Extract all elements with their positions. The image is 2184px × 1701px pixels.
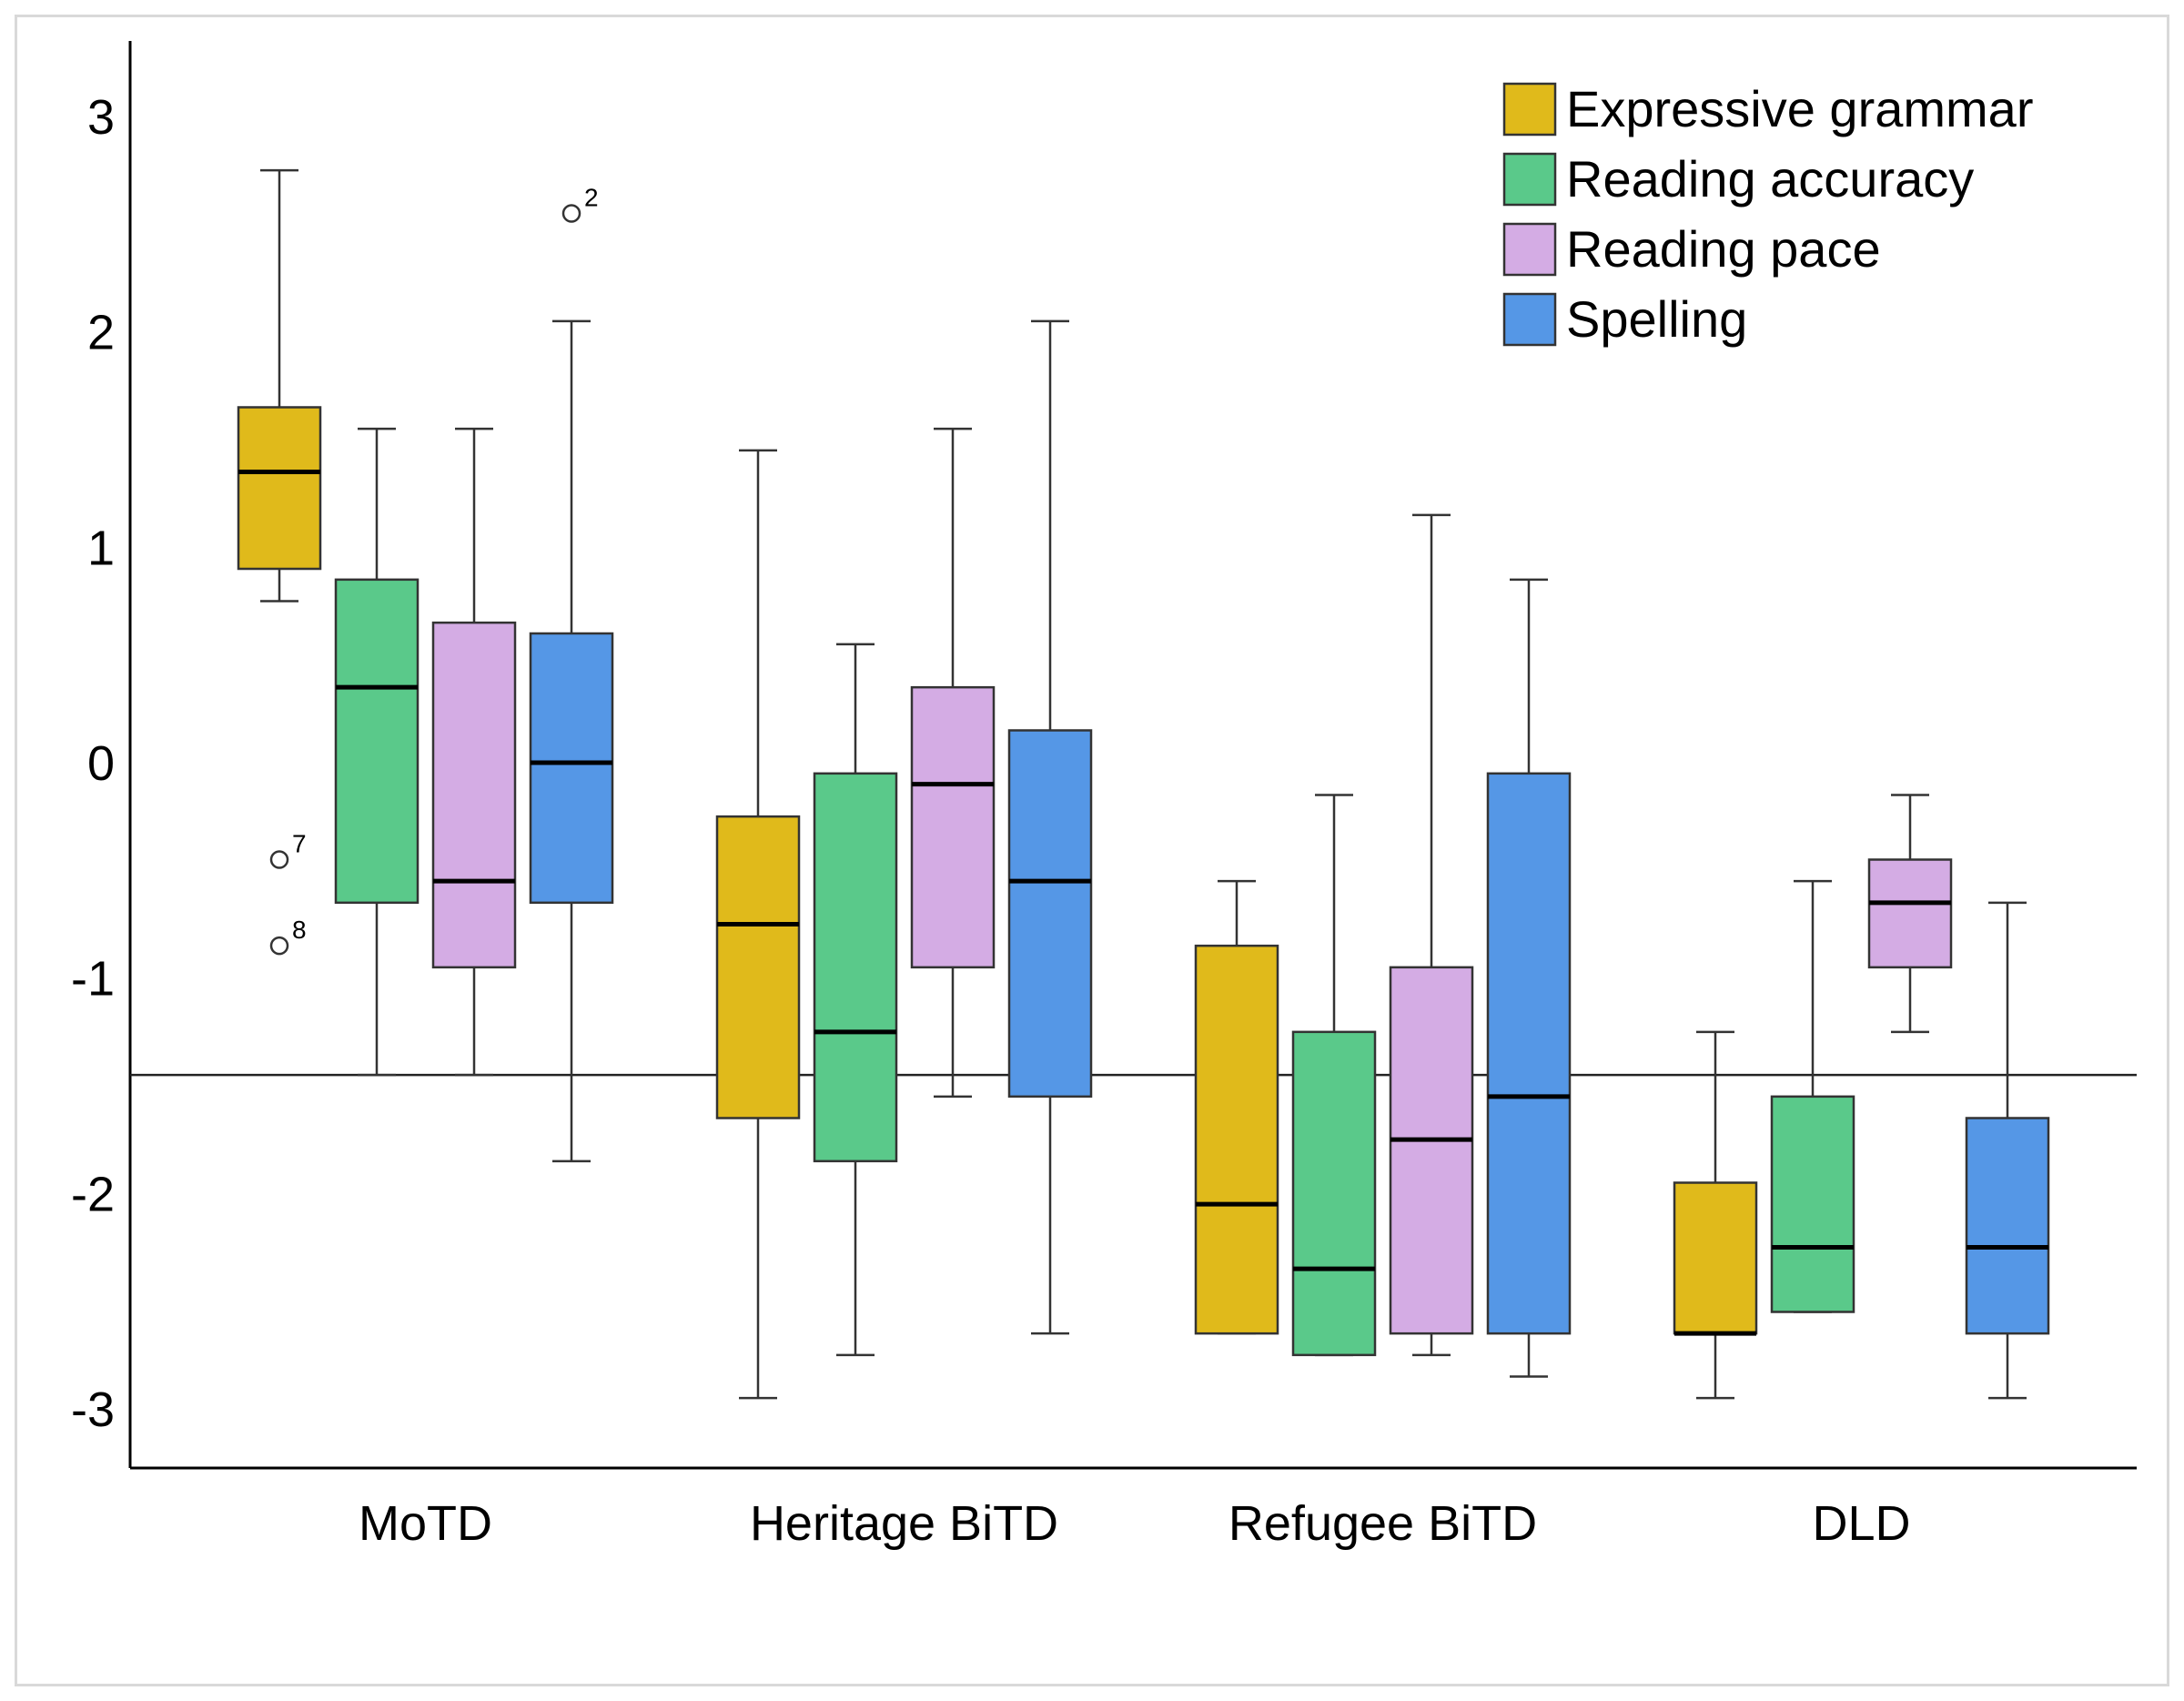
legend-label: Reading accuracy bbox=[1566, 150, 1974, 208]
outlier-label-expressive-grammar-motd: 7 bbox=[292, 830, 307, 858]
box-spelling-motd bbox=[529, 632, 614, 905]
legend-label: Reading pace bbox=[1566, 220, 1881, 278]
box-reading-accuracy-motd bbox=[334, 578, 420, 905]
outlier-spelling-motd bbox=[561, 204, 581, 223]
box-reading-accuracy-refugee-bitd bbox=[1291, 1030, 1377, 1357]
outlier-label-expressive-grammar-motd: 8 bbox=[292, 916, 307, 944]
box-spelling-heritage-bitd bbox=[1007, 729, 1093, 1099]
category-label: MoTD bbox=[359, 1496, 492, 1551]
y-tick-label: 1 bbox=[87, 521, 115, 575]
category-label: Heritage BiTD bbox=[750, 1496, 1058, 1551]
box-expressive-grammar-refugee-bitd bbox=[1194, 944, 1279, 1335]
legend-label: Spelling bbox=[1566, 290, 1747, 348]
box-reading-accuracy-dld bbox=[1770, 1095, 1855, 1313]
y-tick-label: -3 bbox=[71, 1382, 115, 1437]
y-tick-label: -2 bbox=[71, 1167, 115, 1221]
box-reading-pace-motd bbox=[431, 621, 517, 969]
legend-swatch bbox=[1502, 82, 1557, 137]
legend-swatch bbox=[1502, 292, 1557, 347]
box-reading-pace-heritage-bitd bbox=[910, 685, 996, 969]
legend-swatch bbox=[1502, 222, 1557, 277]
box-expressive-grammar-dld bbox=[1673, 1181, 1758, 1335]
outlier-expressive-grammar-motd bbox=[269, 936, 289, 956]
box-spelling-dld bbox=[1965, 1117, 2050, 1335]
y-tick-label: -1 bbox=[71, 952, 115, 1007]
category-label: DLD bbox=[1812, 1496, 1910, 1551]
category-label: Refugee BiTD bbox=[1228, 1496, 1537, 1551]
box-reading-pace-dld bbox=[1867, 858, 1953, 969]
legend-swatch bbox=[1502, 152, 1557, 207]
y-tick-label: 3 bbox=[87, 90, 115, 145]
box-expressive-grammar-motd bbox=[237, 406, 322, 571]
y-tick-label: 0 bbox=[87, 736, 115, 791]
legend-label: Expressive grammar bbox=[1566, 80, 2033, 137]
box-reading-accuracy-heritage-bitd bbox=[813, 772, 898, 1163]
box-expressive-grammar-heritage-bitd bbox=[715, 815, 801, 1119]
box-spelling-refugee-bitd bbox=[1486, 772, 1572, 1335]
box-reading-pace-refugee-bitd bbox=[1389, 966, 1474, 1335]
y-tick-label: 2 bbox=[87, 306, 115, 360]
outlier-expressive-grammar-motd bbox=[269, 850, 289, 869]
outlier-label-spelling-motd: 2 bbox=[584, 184, 599, 212]
